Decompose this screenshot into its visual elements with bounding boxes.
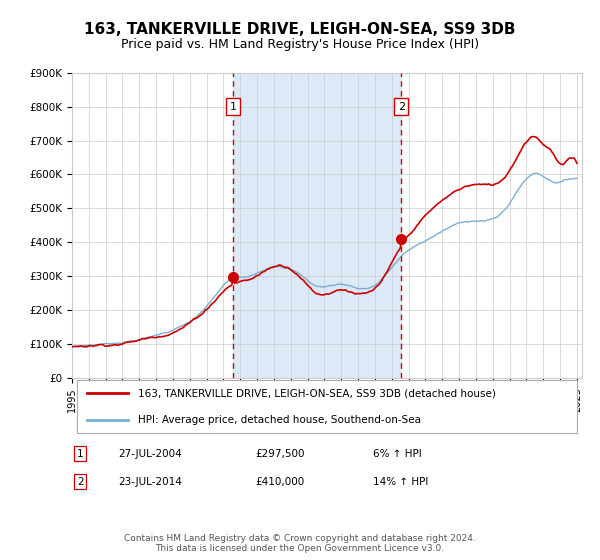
Text: 23-JUL-2014: 23-JUL-2014: [118, 477, 182, 487]
Text: 2: 2: [77, 477, 84, 487]
Text: 1: 1: [77, 449, 84, 459]
Text: HPI: Average price, detached house, Southend-on-Sea: HPI: Average price, detached house, Sout…: [139, 414, 421, 424]
Text: Contains HM Land Registry data © Crown copyright and database right 2024.: Contains HM Land Registry data © Crown c…: [124, 534, 476, 543]
Text: 1: 1: [229, 102, 236, 111]
Text: 2: 2: [398, 102, 405, 111]
Text: 14% ↑ HPI: 14% ↑ HPI: [373, 477, 428, 487]
Bar: [233, 73, 401, 377]
Text: This data is licensed under the Open Government Licence v3.0.: This data is licensed under the Open Gov…: [155, 544, 445, 553]
Text: £297,500: £297,500: [256, 449, 305, 459]
Text: £410,000: £410,000: [256, 477, 305, 487]
Text: 27-JUL-2004: 27-JUL-2004: [118, 449, 182, 459]
Text: 163, TANKERVILLE DRIVE, LEIGH-ON-SEA, SS9 3DB: 163, TANKERVILLE DRIVE, LEIGH-ON-SEA, SS…: [84, 22, 516, 38]
FancyBboxPatch shape: [77, 380, 577, 433]
Text: 163, TANKERVILLE DRIVE, LEIGH-ON-SEA, SS9 3DB (detached house): 163, TANKERVILLE DRIVE, LEIGH-ON-SEA, SS…: [139, 388, 496, 398]
Text: Price paid vs. HM Land Registry's House Price Index (HPI): Price paid vs. HM Land Registry's House …: [121, 38, 479, 51]
Text: 6% ↑ HPI: 6% ↑ HPI: [373, 449, 422, 459]
